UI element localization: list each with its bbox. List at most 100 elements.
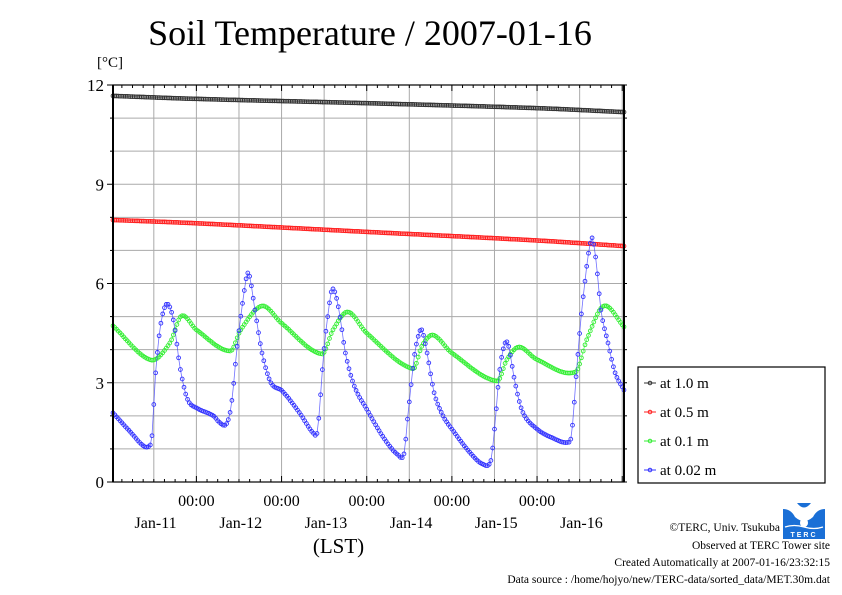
data-point <box>147 442 153 448</box>
data-point <box>346 366 352 372</box>
data-point <box>515 391 520 397</box>
data-point <box>414 360 419 366</box>
data-point <box>424 350 430 356</box>
data-point <box>170 332 176 338</box>
data-point <box>415 334 421 339</box>
data-point <box>611 364 616 370</box>
data-point <box>607 348 613 354</box>
data-point <box>323 328 329 334</box>
data-point <box>414 341 419 347</box>
legend-label: at 0.1 m <box>660 434 709 450</box>
data-point <box>335 304 341 310</box>
data-point <box>153 370 158 376</box>
data-point <box>582 278 588 284</box>
x-date-label: Jan-16 <box>560 515 603 532</box>
data-point <box>151 402 157 407</box>
data-point <box>493 406 499 412</box>
data-source-text: Data source : /home/hojyo/new/TERC-data/… <box>507 574 830 586</box>
data-point <box>492 426 497 432</box>
data-point <box>254 318 260 324</box>
data-point <box>605 340 611 346</box>
data-point <box>183 391 189 397</box>
data-point <box>587 328 593 334</box>
data-point <box>263 365 268 371</box>
x-tick-label: 00:00 <box>178 493 214 510</box>
data-point <box>325 341 331 347</box>
x-tick-label: 00:00 <box>434 493 470 510</box>
data-point <box>401 451 407 457</box>
data-point <box>169 309 174 315</box>
data-point <box>516 399 522 404</box>
data-point <box>240 301 245 306</box>
data-point <box>257 341 263 346</box>
data-point <box>406 399 412 405</box>
data-point <box>433 396 439 402</box>
created-text: Created Automatically at 2007-01-16/23:3… <box>614 557 830 569</box>
data-point <box>249 283 254 289</box>
data-point <box>403 436 409 442</box>
data-point <box>321 346 327 351</box>
data-point <box>243 276 249 282</box>
data-point <box>589 235 595 241</box>
data-point <box>584 263 590 269</box>
data-point <box>499 354 504 360</box>
data-point <box>318 392 323 398</box>
data-point <box>174 341 180 347</box>
data-point <box>169 337 174 343</box>
data-point <box>577 361 582 367</box>
data-point <box>430 381 435 387</box>
y-tick-label: 0 <box>96 473 105 492</box>
data-point <box>573 374 579 380</box>
x-axis-label: (LST) <box>313 534 364 558</box>
data-point <box>351 383 357 389</box>
data-point <box>179 376 185 382</box>
data-point <box>580 294 586 300</box>
data-point <box>410 365 416 371</box>
data-point <box>167 304 173 310</box>
copyright-text: ©TERC, Univ. Tsukuba <box>669 522 780 534</box>
series-at-0-1-m <box>110 303 627 384</box>
data-point <box>252 307 258 313</box>
data-point <box>350 378 355 384</box>
data-point <box>584 337 590 343</box>
data-point <box>155 350 160 355</box>
data-point <box>431 390 437 396</box>
data-point <box>504 339 510 345</box>
data-point <box>600 318 606 323</box>
data-point <box>224 421 229 426</box>
data-point <box>486 461 492 467</box>
data-point <box>511 374 517 380</box>
y-axis-unit-label: [°C] <box>97 55 123 71</box>
data-point <box>225 417 231 422</box>
data-point <box>422 341 428 347</box>
legend-item: at 0.1 m <box>644 434 709 450</box>
data-point <box>343 350 348 356</box>
series-layer <box>110 93 627 469</box>
data-point <box>233 361 238 367</box>
data-point <box>493 378 499 384</box>
data-point <box>399 455 405 461</box>
data-point <box>488 458 494 463</box>
data-point <box>596 291 602 297</box>
data-point <box>421 332 426 338</box>
data-point <box>320 367 325 372</box>
data-point <box>579 355 584 361</box>
data-point <box>502 361 508 366</box>
data-point <box>591 319 597 325</box>
data-point <box>582 342 588 348</box>
data-point <box>344 358 350 364</box>
data-point <box>405 416 410 422</box>
data-point <box>417 348 423 354</box>
data-point <box>234 344 240 349</box>
data-point <box>229 398 235 403</box>
data-point <box>589 324 595 329</box>
grid-lines <box>113 85 624 482</box>
data-point <box>348 372 354 378</box>
y-tick-label: 9 <box>96 175 105 194</box>
data-point <box>508 352 513 358</box>
data-point <box>178 367 183 372</box>
logo-text: TERC <box>790 532 817 539</box>
data-point <box>247 273 252 279</box>
